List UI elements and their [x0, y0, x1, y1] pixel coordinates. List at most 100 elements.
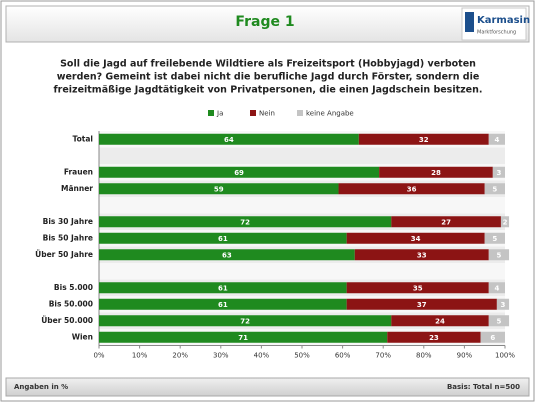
- footer-bar: [5, 377, 530, 397]
- category-label: Frauen: [64, 167, 93, 176]
- bar-segment: [488, 282, 505, 294]
- value-label: 61: [218, 301, 228, 309]
- bar-segment: [488, 249, 510, 261]
- value-label: 28: [431, 169, 441, 177]
- bar-segment: [346, 282, 489, 294]
- value-label: 6: [490, 334, 495, 342]
- header-title: Frage 1: [235, 14, 294, 30]
- value-label: 5: [492, 185, 497, 193]
- value-label: 4: [494, 136, 499, 144]
- category-label: Männer: [61, 184, 93, 193]
- x-tick-label: 80%: [416, 352, 432, 360]
- bar-segment: [488, 315, 510, 327]
- value-label: 5: [496, 317, 501, 325]
- question-line: werden? Gemeint ist dabei nicht die beru…: [57, 72, 480, 83]
- bar-segment: [379, 166, 493, 178]
- bar-segment: [99, 298, 347, 310]
- bar-segment: [391, 315, 489, 327]
- bar-segment: [99, 331, 388, 343]
- bar-segment: [488, 133, 505, 145]
- bar-segment: [391, 216, 501, 228]
- legend-swatch: [297, 110, 303, 116]
- value-label: 33: [417, 251, 427, 259]
- value-label: 3: [496, 169, 501, 177]
- value-label: 4: [494, 284, 499, 292]
- bar-segment: [338, 183, 485, 195]
- bar-segment: [99, 282, 347, 294]
- x-tick-label: 100%: [495, 352, 515, 360]
- value-label: 5: [492, 235, 497, 243]
- row-band: [99, 197, 505, 214]
- logo-sub: Marktforschung: [477, 30, 516, 36]
- bar-segment: [354, 249, 489, 261]
- row-band: [99, 263, 505, 280]
- footer-right: Basis: Total n=500: [447, 383, 520, 391]
- x-tick-label: 20%: [172, 352, 188, 360]
- value-label: 71: [238, 334, 248, 342]
- value-label: 63: [222, 251, 232, 259]
- legend-swatch: [250, 110, 256, 116]
- x-tick-label: 60%: [335, 352, 351, 360]
- bar-segment: [99, 232, 347, 244]
- value-label: 61: [218, 235, 228, 243]
- value-label: 35: [413, 284, 423, 292]
- bar-segment: [492, 166, 505, 178]
- legend-label: Ja: [216, 110, 223, 118]
- category-label: Total: [73, 134, 94, 143]
- value-label: 27: [441, 218, 451, 226]
- x-tick-label: 10%: [132, 352, 148, 360]
- legend-label: Nein: [259, 110, 275, 118]
- value-label: 59: [214, 185, 224, 193]
- value-label: 5: [496, 251, 501, 259]
- bar-segment: [484, 183, 505, 195]
- legend-label: keine Angabe: [306, 110, 354, 118]
- bar-segment: [99, 183, 339, 195]
- bar-segment: [496, 298, 510, 310]
- value-label: 69: [234, 169, 244, 177]
- bar-segment: [99, 216, 392, 228]
- value-label: 3: [501, 301, 506, 309]
- bar-segment: [346, 232, 485, 244]
- category-label: Bis 30 Jahre: [43, 217, 93, 226]
- logo-mark: [465, 12, 474, 32]
- value-label: 32: [419, 136, 429, 144]
- value-label: 24: [435, 317, 445, 325]
- bar-segment: [387, 331, 481, 343]
- value-label: 72: [240, 317, 250, 325]
- value-label: 36: [407, 185, 417, 193]
- bar-segment: [358, 133, 489, 145]
- bar-segment: [346, 298, 497, 310]
- category-label: Über 50 Jahre: [35, 250, 93, 259]
- x-tick-label: 70%: [375, 352, 391, 360]
- bar-segment: [500, 216, 510, 228]
- category-label: Bis 50.000: [49, 299, 93, 308]
- x-tick-label: 90%: [457, 352, 473, 360]
- category-label: Bis 5.000: [54, 283, 93, 292]
- legend-swatch: [208, 110, 214, 116]
- x-tick-label: 40%: [254, 352, 270, 360]
- category-label: Wien: [72, 332, 93, 341]
- x-tick-label: 50%: [294, 352, 310, 360]
- category-label: Bis 50 Jahre: [43, 233, 93, 242]
- value-label: 64: [224, 136, 234, 144]
- footer-left: Angaben in %: [14, 383, 68, 391]
- value-label: 61: [218, 284, 228, 292]
- bar-segment: [99, 133, 359, 145]
- value-label: 2: [503, 218, 508, 226]
- value-label: 34: [411, 235, 421, 243]
- bar-segment: [99, 315, 392, 327]
- category-label: Über 50.000: [41, 316, 93, 325]
- value-label: 37: [417, 301, 427, 309]
- x-tick-label: 30%: [213, 352, 229, 360]
- x-tick-label: 0%: [93, 352, 104, 360]
- value-label: 23: [429, 334, 439, 342]
- bar-segment: [99, 249, 355, 261]
- header-box: [5, 5, 530, 43]
- bar-segment: [484, 232, 505, 244]
- logo: Karmasin: [477, 15, 530, 26]
- bar-segment: [99, 166, 380, 178]
- row-band: [99, 147, 505, 164]
- question-line: freizeitmäßige Jagdtätigkeit von Privatp…: [54, 85, 483, 96]
